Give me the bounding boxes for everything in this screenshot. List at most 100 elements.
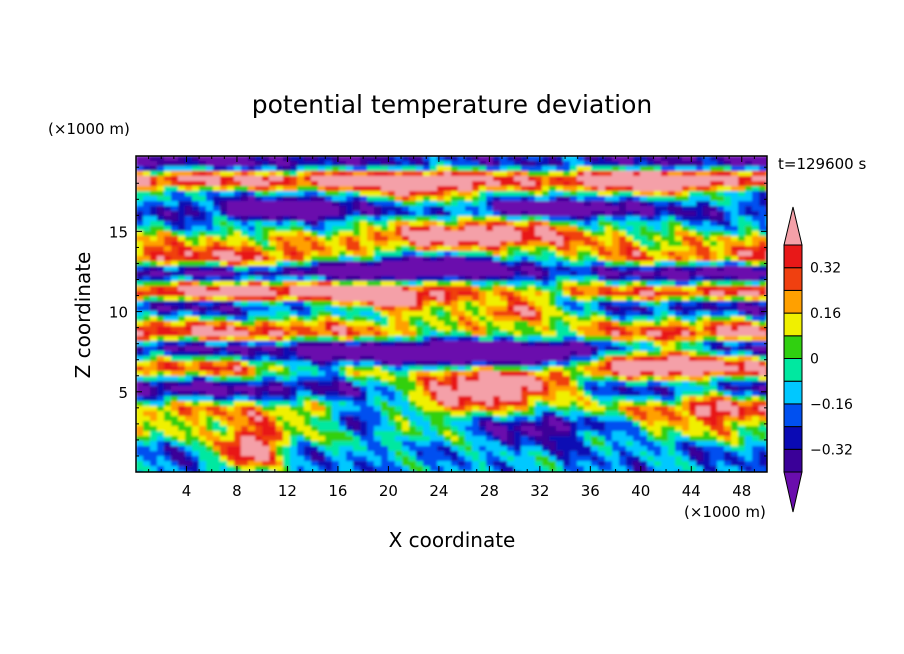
- contour-cell: [143, 381, 151, 387]
- contour-cell: [759, 221, 767, 227]
- contour-cell: [647, 296, 655, 302]
- contour-cell: [409, 371, 417, 377]
- contour-cell: [752, 226, 760, 232]
- contour-cell: [570, 176, 578, 182]
- contour-cell: [661, 321, 669, 327]
- contour-cell: [374, 216, 382, 222]
- contour-cell: [199, 416, 207, 422]
- contour-cell: [311, 336, 319, 342]
- contour-cell: [710, 321, 718, 327]
- contour-cell: [437, 311, 445, 317]
- contour-cell: [458, 291, 466, 297]
- contour-cell: [262, 171, 270, 177]
- contour-cell: [360, 266, 368, 272]
- contour-cell: [220, 216, 228, 222]
- contour-cell: [374, 236, 382, 242]
- contour-cell: [395, 411, 403, 417]
- contour-cell: [668, 421, 676, 427]
- contour-cell: [549, 291, 557, 297]
- contour-cell: [556, 196, 564, 202]
- contour-cell: [710, 416, 718, 422]
- contour-cell: [486, 271, 494, 277]
- contour-cell: [388, 166, 396, 172]
- contour-cell: [241, 251, 249, 257]
- contour-cell: [479, 341, 487, 347]
- contour-cell: [556, 401, 564, 407]
- contour-cell: [164, 416, 172, 422]
- contour-cell: [486, 411, 494, 417]
- contour-cell: [710, 366, 718, 372]
- contour-cell: [136, 196, 144, 202]
- contour-cell: [584, 231, 592, 237]
- contour-cell: [556, 426, 564, 432]
- contour-cell: [248, 226, 256, 232]
- contour-cell: [745, 181, 753, 187]
- contour-cell: [234, 346, 242, 352]
- contour-cell: [549, 221, 557, 227]
- contour-cell: [290, 221, 298, 227]
- contour-cell: [360, 211, 368, 217]
- contour-cell: [668, 406, 676, 412]
- contour-cell: [192, 216, 200, 222]
- contour-cell: [150, 186, 158, 192]
- contour-cell: [451, 386, 459, 392]
- contour-cell: [150, 236, 158, 242]
- contour-cell: [262, 261, 270, 267]
- contour-cell: [738, 381, 746, 387]
- contour-cell: [759, 331, 767, 337]
- contour-cell: [150, 336, 158, 342]
- contour-cell: [171, 271, 179, 277]
- contour-cell: [521, 156, 529, 162]
- contour-cell: [346, 291, 354, 297]
- contour-cell: [507, 386, 515, 392]
- contour-cell: [346, 371, 354, 377]
- contour-cell: [346, 366, 354, 372]
- contour-cell: [297, 246, 305, 252]
- contour-cell: [542, 296, 550, 302]
- contour-cell: [269, 401, 277, 407]
- contour-cell: [661, 406, 669, 412]
- contour-cell: [507, 381, 515, 387]
- contour-cell: [549, 396, 557, 402]
- contour-cell: [507, 241, 515, 247]
- contour-cell: [185, 271, 193, 277]
- contour-cell: [304, 346, 312, 352]
- contour-cell: [682, 381, 690, 387]
- contour-cell: [696, 346, 704, 352]
- contour-cell: [374, 306, 382, 312]
- contour-cell: [493, 246, 501, 252]
- contour-cell: [724, 366, 732, 372]
- contour-cell: [353, 226, 361, 232]
- contour-cell: [752, 366, 760, 372]
- contour-cell: [262, 186, 270, 192]
- contour-cell: [234, 166, 242, 172]
- contour-cell: [213, 171, 221, 177]
- contour-cell: [668, 296, 676, 302]
- contour-cell: [143, 301, 151, 307]
- contour-cell: [703, 206, 711, 212]
- contour-cell: [395, 376, 403, 382]
- contour-cell: [514, 316, 522, 322]
- contour-cell: [304, 191, 312, 197]
- contour-cell: [472, 366, 480, 372]
- contour-cell: [675, 246, 683, 252]
- contour-cell: [710, 251, 718, 257]
- contour-cell: [696, 331, 704, 337]
- contour-cell: [220, 411, 228, 417]
- contour-cell: [185, 326, 193, 332]
- contour-cell: [465, 286, 473, 292]
- contour-cell: [451, 186, 459, 192]
- contour-cell: [395, 166, 403, 172]
- contour-cell: [451, 346, 459, 352]
- contour-cell: [556, 201, 564, 207]
- contour-cell: [444, 171, 452, 177]
- contour-cell: [640, 211, 648, 217]
- contour-cell: [185, 396, 193, 402]
- contour-cell: [304, 171, 312, 177]
- contour-cell: [626, 331, 634, 337]
- contour-cell: [269, 386, 277, 392]
- contour-cell: [374, 156, 382, 162]
- contour-cell: [633, 226, 641, 232]
- contour-cell: [654, 156, 662, 162]
- contour-cell: [276, 166, 284, 172]
